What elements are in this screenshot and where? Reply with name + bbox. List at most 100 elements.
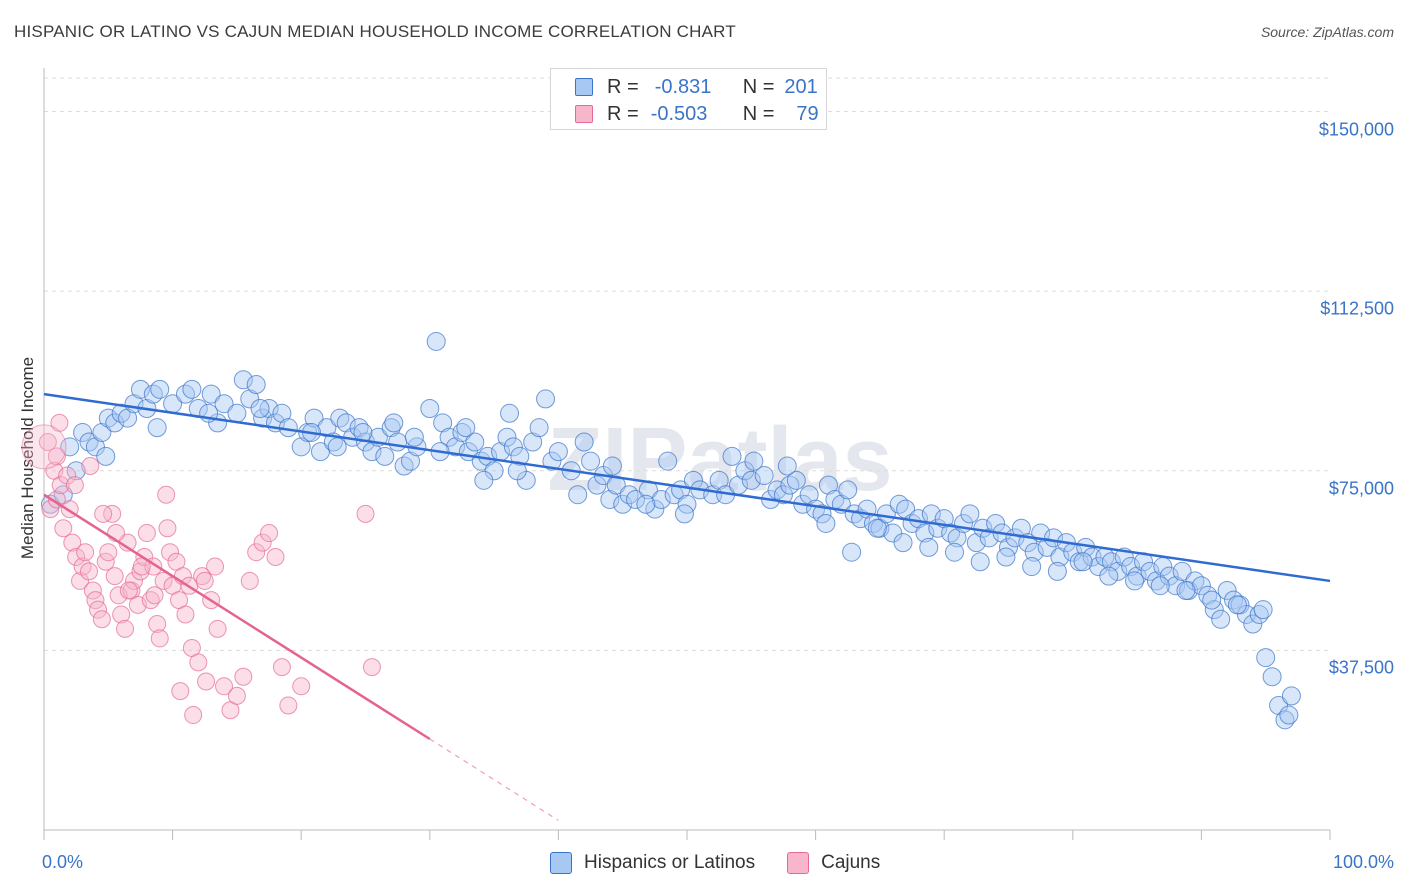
data-point-cajun: [41, 500, 60, 519]
data-point-hispanic: [636, 494, 656, 514]
data-point-cajun: [112, 605, 131, 624]
data-point-hispanic: [1253, 600, 1273, 620]
data-point-hispanic: [587, 475, 607, 495]
data-point-hispanic: [893, 533, 913, 553]
data-point-hispanic: [1099, 566, 1119, 586]
data-point-hispanic: [1073, 552, 1093, 572]
legend-r-label: R =: [607, 102, 639, 125]
data-point-hispanic: [1202, 590, 1222, 610]
data-point-hispanic: [674, 504, 694, 524]
data-point-hispanic: [1217, 581, 1237, 601]
data-point-hispanic: [626, 490, 646, 510]
data-point-hispanic: [439, 427, 459, 447]
data-point-hispanic: [1166, 576, 1186, 596]
data-point-hispanic: [542, 451, 562, 471]
x-tick-label-max: 100.0%: [1332, 852, 1394, 872]
data-point-hispanic: [777, 456, 797, 476]
data-point-hispanic: [1101, 552, 1121, 572]
data-point-hispanic: [484, 461, 504, 481]
data-point-hispanic: [919, 537, 939, 557]
data-point-cajun: [148, 615, 167, 634]
data-point-hispanic: [250, 398, 270, 418]
correlation-legend: R = -0.831 N = 201 R = -0.503 N = 79: [550, 68, 827, 130]
data-point-cajun: [193, 567, 212, 586]
legend-row-cajun: R = -0.503 N = 79: [575, 103, 819, 125]
data-point-hispanic: [214, 394, 234, 414]
data-point-hispanic: [500, 403, 520, 423]
data-point-hispanic: [1243, 614, 1263, 634]
trend-line-hispanic: [43, 392, 1331, 583]
data-point-hispanic: [799, 485, 819, 505]
data-point-hispanic: [773, 485, 793, 505]
data-point-cajun: [206, 557, 225, 576]
data-point-hispanic: [842, 542, 862, 562]
chart-title: HISPANIC OR LATINO VS CAJUN MEDIAN HOUSE…: [14, 22, 736, 41]
data-point-hispanic: [658, 451, 678, 471]
data-point-cajun: [234, 667, 253, 686]
data-point-cajun: [76, 543, 95, 562]
data-point-hispanic: [523, 432, 543, 452]
bottom-swatch-hispanic: [550, 852, 572, 874]
data-point-hispanic: [651, 490, 671, 510]
data-point-hispanic: [272, 403, 292, 423]
data-point-cajun: [51, 476, 70, 495]
data-point-hispanic: [474, 470, 494, 490]
data-point-hispanic: [600, 490, 620, 510]
data-point-hispanic: [147, 418, 167, 438]
data-point-hispanic: [966, 533, 986, 553]
data-point-hispanic: [510, 446, 530, 466]
data-point-hispanic: [1172, 561, 1192, 581]
data-point-hispanic: [1281, 686, 1301, 706]
data-point-hispanic: [722, 446, 742, 466]
y-tick-label: $75,000: [1328, 478, 1394, 499]
data-point-cajun: [292, 677, 311, 696]
data-point-hispanic: [105, 413, 125, 433]
data-point-hispanic: [1125, 571, 1145, 591]
data-point-hispanic: [645, 499, 665, 519]
data-point-cajun: [247, 543, 266, 562]
data-point-hispanic: [581, 451, 601, 471]
data-point-hispanic: [246, 375, 266, 395]
data-point-cajun: [137, 524, 156, 543]
data-point-hispanic: [85, 437, 105, 457]
data-point-hispanic: [426, 331, 446, 351]
source-label: Source: ZipAtlas.com: [1260, 24, 1394, 40]
legend-n-value: 201: [784, 75, 818, 98]
data-point-cajun: [47, 490, 66, 509]
data-point-cajun: [253, 533, 272, 552]
legend-n-value: 79: [796, 102, 819, 125]
data-point-cajun: [266, 547, 285, 566]
data-point-hispanic: [1108, 561, 1128, 581]
data-point-hispanic: [574, 432, 594, 452]
data-point-cajun: [240, 571, 259, 590]
data-point-hispanic: [150, 379, 170, 399]
data-point-hispanic: [201, 384, 221, 404]
data-point-hispanic: [1121, 557, 1141, 577]
data-point-cajun: [21, 424, 67, 470]
bottom-legend-hispanic: Hispanics or Latinos: [584, 852, 756, 873]
data-point-hispanic: [613, 494, 633, 514]
data-point-hispanic: [92, 422, 112, 442]
data-point-cajun: [54, 519, 73, 538]
bottom-legend-cajun: Cajuns: [821, 852, 881, 873]
data-point-hispanic: [960, 504, 980, 524]
legend-n-label: N =: [742, 102, 775, 125]
data-point-hispanic: [786, 470, 806, 490]
data-point-cajun: [81, 456, 100, 475]
data-point-cajun: [125, 571, 144, 590]
data-point-hispanic: [1262, 667, 1282, 687]
data-point-hispanic: [1211, 609, 1231, 629]
data-point-hispanic: [130, 379, 150, 399]
data-point-hispanic: [867, 518, 887, 538]
legend-swatch-hispanic: [575, 78, 593, 96]
data-point-cajun: [58, 466, 77, 485]
data-point-cajun: [362, 658, 381, 677]
data-point-hispanic: [1047, 561, 1067, 581]
data-point-cajun: [157, 485, 176, 504]
data-point-hispanic: [388, 432, 408, 452]
data-point-cajun: [158, 519, 177, 538]
legend-r-label: R =: [607, 75, 639, 98]
data-point-hispanic: [1150, 576, 1170, 596]
data-point-hispanic: [1279, 705, 1299, 725]
